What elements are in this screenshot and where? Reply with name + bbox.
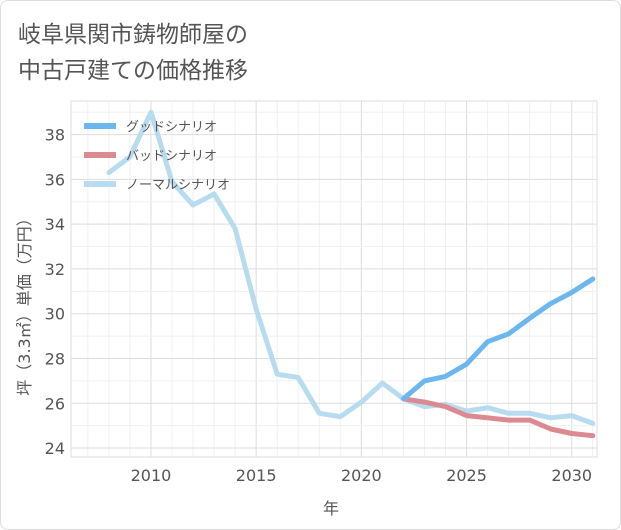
legend-item-good: グッドシナリオ bbox=[84, 120, 217, 135]
y-tick-label: 28 bbox=[45, 349, 65, 368]
y-tick-label: 26 bbox=[45, 394, 65, 413]
x-tick-label: 2030 bbox=[551, 466, 592, 485]
series-layer bbox=[106, 109, 596, 439]
x-tick-label: 2010 bbox=[131, 466, 172, 485]
y-axis-label: 坪（3.3㎡）単価（万円） bbox=[15, 210, 34, 395]
y-tick-label: 32 bbox=[45, 260, 65, 279]
x-tick-label: 2025 bbox=[446, 466, 487, 485]
plot-frame bbox=[70, 100, 598, 458]
x-tick-label: 2020 bbox=[341, 466, 382, 485]
legend-item-normal: ノーマルシナリオ bbox=[84, 178, 230, 193]
chart-title: 岐阜県関市鋳物師屋の 中古戸建ての価格推移 bbox=[18, 17, 248, 89]
legend-label: ノーマルシナリオ bbox=[126, 178, 230, 193]
y-tick-label: 36 bbox=[45, 170, 65, 189]
x-tick-label: 2015 bbox=[236, 466, 277, 485]
y-tick-label: 38 bbox=[45, 126, 65, 145]
series-line-good bbox=[400, 276, 596, 402]
x-axis-label: 年 bbox=[323, 499, 339, 518]
y-tick-label: 30 bbox=[45, 305, 65, 324]
legend-label: グッドシナリオ bbox=[126, 120, 217, 135]
y-tick-label: 24 bbox=[45, 439, 65, 458]
grid bbox=[70, 100, 598, 458]
title-line-2: 中古戸建ての価格推移 bbox=[18, 58, 248, 84]
tick-labels: 2010 2015 2020 2025 2030 24 26 28 30 32 34 36 38 bbox=[45, 126, 592, 485]
y-tick-label: 34 bbox=[45, 215, 65, 234]
series-line-bad bbox=[400, 396, 596, 439]
legend-label: バッドシナリオ bbox=[126, 149, 217, 164]
title-line-1: 岐阜県関市鋳物師屋の bbox=[18, 22, 248, 48]
series-line-normal bbox=[106, 109, 596, 426]
legend-item-bad: バッドシナリオ bbox=[84, 149, 217, 164]
